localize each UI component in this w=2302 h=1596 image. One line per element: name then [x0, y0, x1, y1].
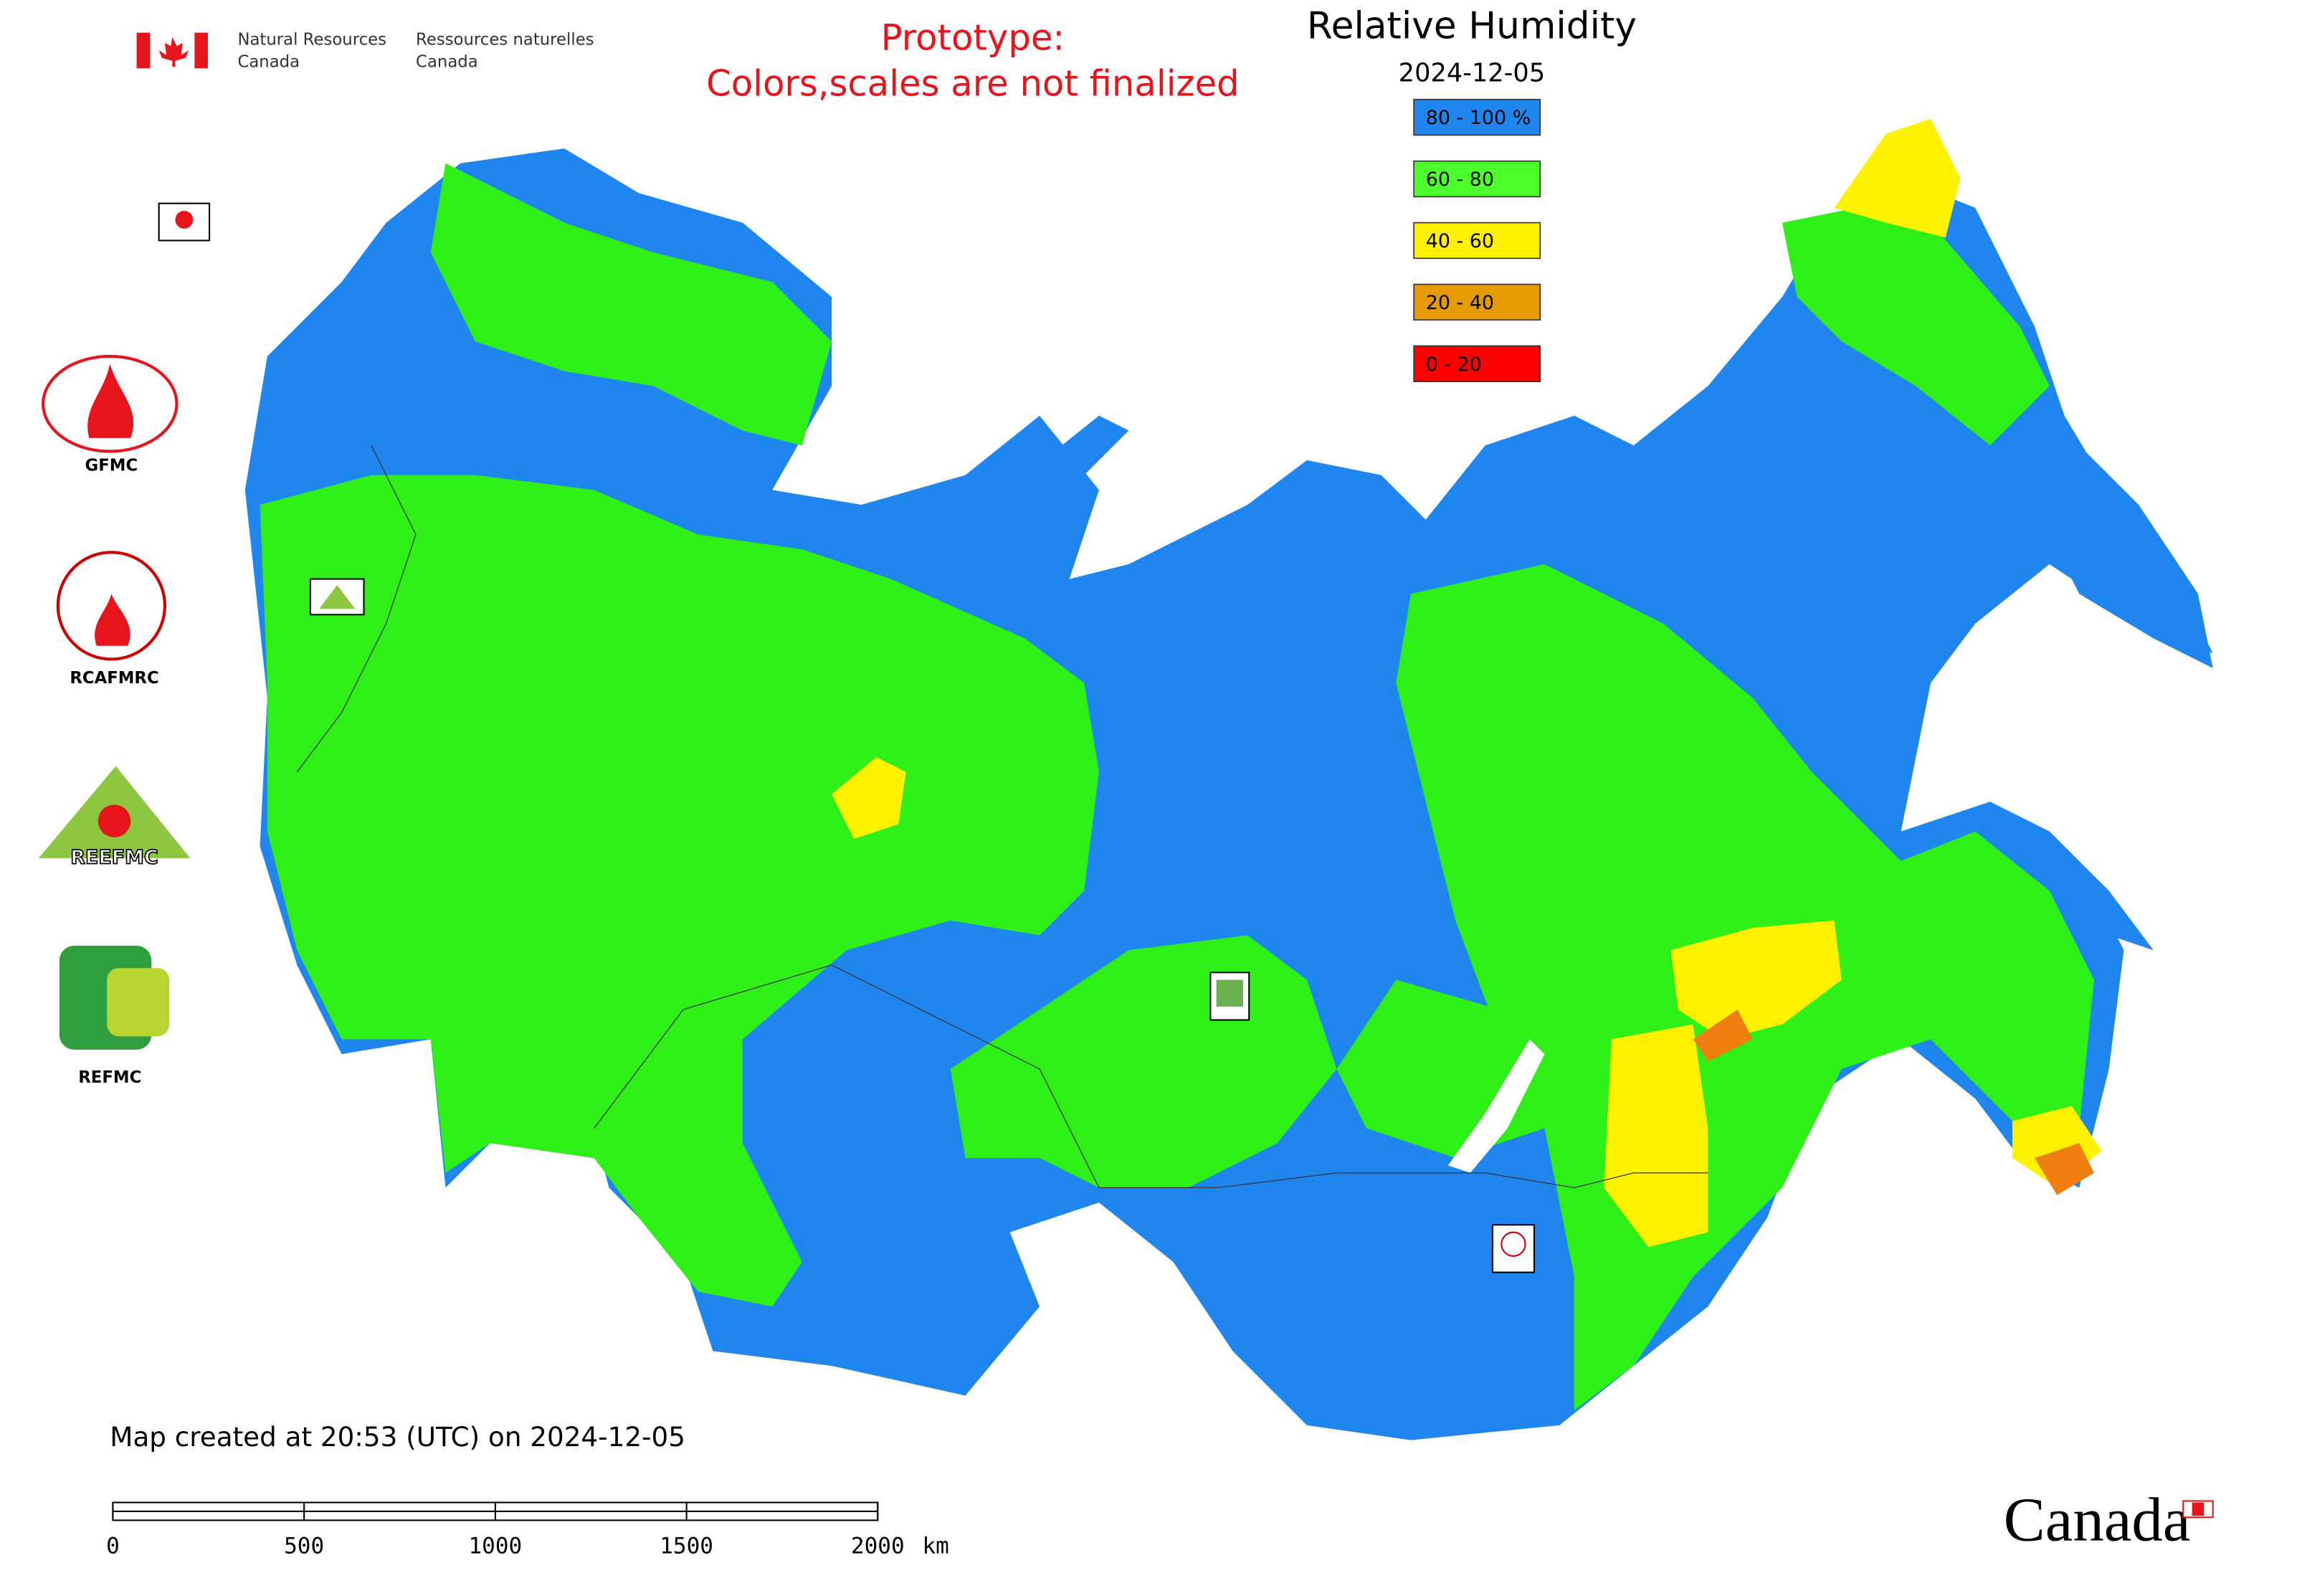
nrcan-signature: Natural Resources Canada Ressources natu…	[136, 30, 594, 71]
scale-label: 500	[284, 1534, 324, 1559]
scale-bar: 0 500 1000 1500 2000 km	[106, 1501, 949, 1559]
country-border	[594, 964, 1708, 1189]
logo-refmc: REFMC	[59, 946, 170, 1087]
logo-flame	[87, 364, 134, 438]
agency-fr: Ressources naturelles	[416, 30, 594, 49]
logo-label: REEFMC	[70, 846, 158, 868]
legend-label: 60 - 80	[1426, 168, 1494, 191]
maple-leaf	[158, 37, 189, 67]
logo-label: GFMC	[85, 457, 138, 475]
station-icon	[1216, 979, 1243, 1007]
scale-label: 1000	[468, 1534, 522, 1559]
agency-en: Natural Resources	[237, 30, 386, 49]
very-dry-zone	[2035, 1143, 2094, 1195]
legend-swatch	[1413, 160, 1541, 198]
sakhalin	[1989, 802, 2154, 951]
dry-zone	[1834, 118, 1961, 238]
station-icon	[319, 584, 356, 609]
prototype-note: Prototype:	[881, 16, 1065, 58]
logo-flame	[95, 594, 130, 646]
land-region	[260, 475, 1099, 1307]
map-title: Relative Humidity	[1307, 4, 1637, 47]
legend-label: 0 - 20	[1426, 353, 1482, 376]
land-region	[430, 163, 832, 446]
kamchatka	[2012, 415, 2213, 668]
map	[244, 118, 2213, 1440]
dry-zone	[832, 757, 906, 839]
canada-wordmark: Canada	[2004, 1485, 2191, 1554]
flag-bar	[136, 32, 151, 69]
legend: 80 - 100 % 60 - 80 40 - 60 20 - 40 0 - 20	[1413, 98, 1541, 382]
legend-label: 20 - 40	[1426, 292, 1494, 314]
agency-en: Canada	[237, 52, 300, 71]
dry-zone	[1670, 920, 1842, 1040]
wordmark-flag	[2192, 1502, 2205, 1516]
logo-gfmc: GFMC	[42, 354, 179, 475]
legend-label: 40 - 60	[1426, 230, 1494, 252]
logo-reefmc: REEFMC	[38, 766, 191, 869]
very-dry-zone	[1693, 1010, 1753, 1062]
flag-bar	[194, 32, 209, 69]
country-border	[296, 445, 417, 773]
logo-label: RCAFMRC	[70, 669, 158, 688]
station-icon	[1500, 1231, 1526, 1257]
scale-unit: km	[922, 1534, 948, 1559]
scale-label: 0	[106, 1534, 120, 1559]
scale-label: 2000	[851, 1534, 905, 1559]
map-date: 2024-12-05	[1399, 59, 1546, 88]
logo-rcafmrc: RCAFMRC	[56, 551, 167, 688]
lake-baikal	[1447, 1039, 1545, 1173]
legend-swatch	[1413, 98, 1541, 136]
legend-label: 80 - 100 %	[1426, 107, 1531, 129]
novaya-zemlya	[965, 415, 1129, 564]
logo-box	[107, 968, 170, 1037]
logo-label: REFMC	[78, 1068, 141, 1087]
legend-swatch	[1413, 283, 1541, 321]
station-icon	[175, 211, 194, 229]
agency-fr: Canada	[416, 52, 478, 71]
legend-swatch	[1413, 222, 1541, 260]
created-note: Map created at 20:53 (UTC) on 2024-12-05	[110, 1421, 685, 1453]
scale-label: 1500	[660, 1534, 713, 1559]
land-region	[1782, 207, 2050, 446]
legend-swatch	[1413, 345, 1541, 382]
prototype-note: Colors,scales are not finalized	[706, 63, 1240, 105]
logo-flame	[97, 804, 131, 837]
dry-zone	[1604, 1024, 1708, 1248]
